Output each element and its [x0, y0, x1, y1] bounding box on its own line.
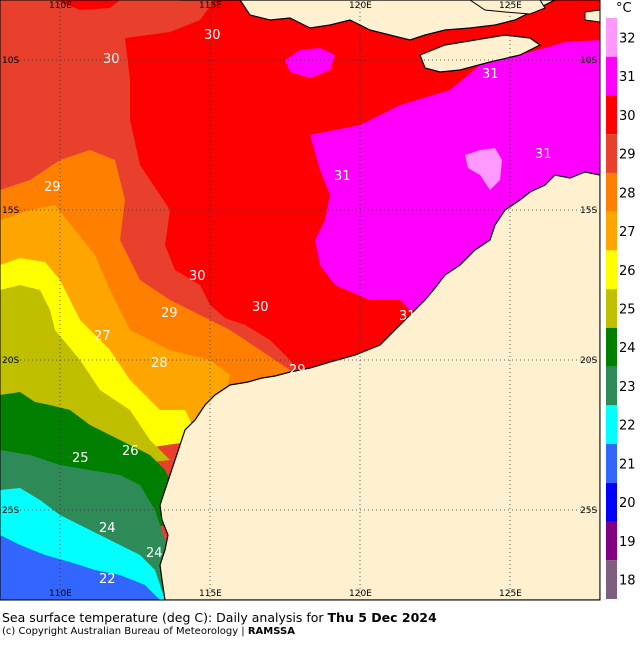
contour-label: 25 [72, 451, 89, 466]
caption-date: Thu 5 Dec 2024 [327, 610, 437, 625]
colorbar-label: 22 [619, 419, 636, 434]
colorbar-swatch [606, 366, 617, 406]
lat-label-right: 20S [580, 356, 597, 366]
caption: Sea surface temperature (deg C): Daily a… [2, 610, 437, 625]
colorbar-swatch [606, 56, 617, 96]
contour-label: 31 [334, 169, 351, 184]
lon-label-top: 110E [49, 1, 72, 11]
contour-label: 24 [146, 546, 163, 561]
contour-label: 29 [161, 306, 178, 321]
contour-label: 31 [399, 309, 416, 324]
colorbar-swatch [606, 18, 617, 57]
lon-label-bottom: 115E [199, 589, 222, 599]
sst-21-region [0, 535, 160, 600]
contour-label: 31 [535, 147, 552, 162]
colorbar-label: 27 [619, 225, 636, 240]
colorbar-unit-label: °C [616, 1, 632, 16]
lat-label-left: 25S [2, 506, 19, 516]
lat-label-left: 15S [2, 206, 19, 216]
colorbar-label: 24 [619, 341, 636, 356]
java-coast [55, 0, 120, 10]
contour-label: 30 [204, 28, 221, 43]
copyright: (c) Copyright Australian Bureau of Meteo… [2, 626, 295, 637]
lon-label-bottom: 110E [49, 589, 72, 599]
lon-label-top: 125E [499, 1, 522, 11]
colorbar-swatch [606, 134, 617, 173]
colorbar-swatch [606, 327, 617, 367]
lat-label-left: 10S [2, 56, 19, 66]
contour-label: 29 [289, 363, 306, 378]
colorbar-swatch [606, 211, 617, 251]
lon-label-top: 120E [349, 1, 372, 11]
contour-labels: 30 30 31 29 31 31 30 30 29 27 28 29 26 2… [44, 28, 552, 587]
contour-label: 30 [252, 300, 269, 315]
colorbar-label: 30 [619, 109, 636, 124]
colorbar-label: 29 [619, 148, 636, 163]
contour-label: 24 [99, 521, 116, 536]
island-ne [584, 9, 600, 23]
lat-label-left: 20S [2, 356, 19, 366]
colorbar-label: 28 [619, 186, 636, 201]
sst-map: 110E 115E 120E 125E 110E 115E 120E 125E … [0, 0, 636, 601]
colorbar-label: 23 [619, 380, 636, 395]
colorbar-swatch [606, 444, 617, 483]
colorbar-swatch [606, 482, 617, 522]
colorbar-swatch [606, 289, 617, 328]
colorbar-label: 18 [619, 574, 636, 589]
caption-prefix: Sea surface temperature (deg C): Daily a… [2, 610, 324, 625]
indonesia-land [180, 0, 556, 41]
contour-label: 28 [151, 356, 168, 371]
lon-label-top: 115E [199, 1, 222, 11]
contour-label: 30 [189, 269, 206, 284]
contour-label: 29 [44, 180, 61, 195]
colorbar-swatch [606, 95, 617, 135]
graticule [0, 0, 600, 600]
lat-label-right: 15S [580, 206, 597, 216]
lon-label-bottom: 120E [349, 589, 372, 599]
contour-label: 31 [482, 67, 499, 82]
contour-label: 27 [94, 329, 111, 344]
colorbar-label: 20 [619, 496, 636, 511]
contour-label: 22 [99, 572, 116, 587]
copyright-brand: RAMSSA [247, 626, 295, 637]
colorbar-swatch [606, 250, 617, 290]
lat-label-right: 25S [580, 506, 597, 516]
colorbar-swatch [606, 172, 617, 212]
colorbar-label: 25 [619, 303, 636, 318]
colorbar-label: 32 [619, 31, 636, 46]
contour-label: 30 [103, 52, 120, 67]
colorbar-label: 19 [619, 535, 636, 550]
colorbar: 32 31 30 29 28 27 26 25 24 23 22 21 20 19 18 [606, 18, 636, 599]
lat-label-right: 10S [580, 56, 597, 66]
colorbar-swatch [606, 405, 617, 445]
flores-land [469, 0, 546, 15]
map-frame [0, 0, 601, 601]
lon-label-bottom: 125E [499, 589, 522, 599]
contour-label: 26 [122, 444, 139, 459]
colorbar-label: 26 [619, 264, 636, 279]
colorbar-label: 21 [619, 457, 636, 472]
sst-31-patch [285, 48, 335, 78]
sst-32-patch [465, 148, 502, 190]
colorbar-swatch [606, 560, 617, 599]
copyright-text: (c) Copyright Australian Bureau of Meteo… [2, 626, 245, 637]
colorbar-swatch [606, 521, 617, 561]
colorbar-label: 31 [619, 70, 636, 85]
